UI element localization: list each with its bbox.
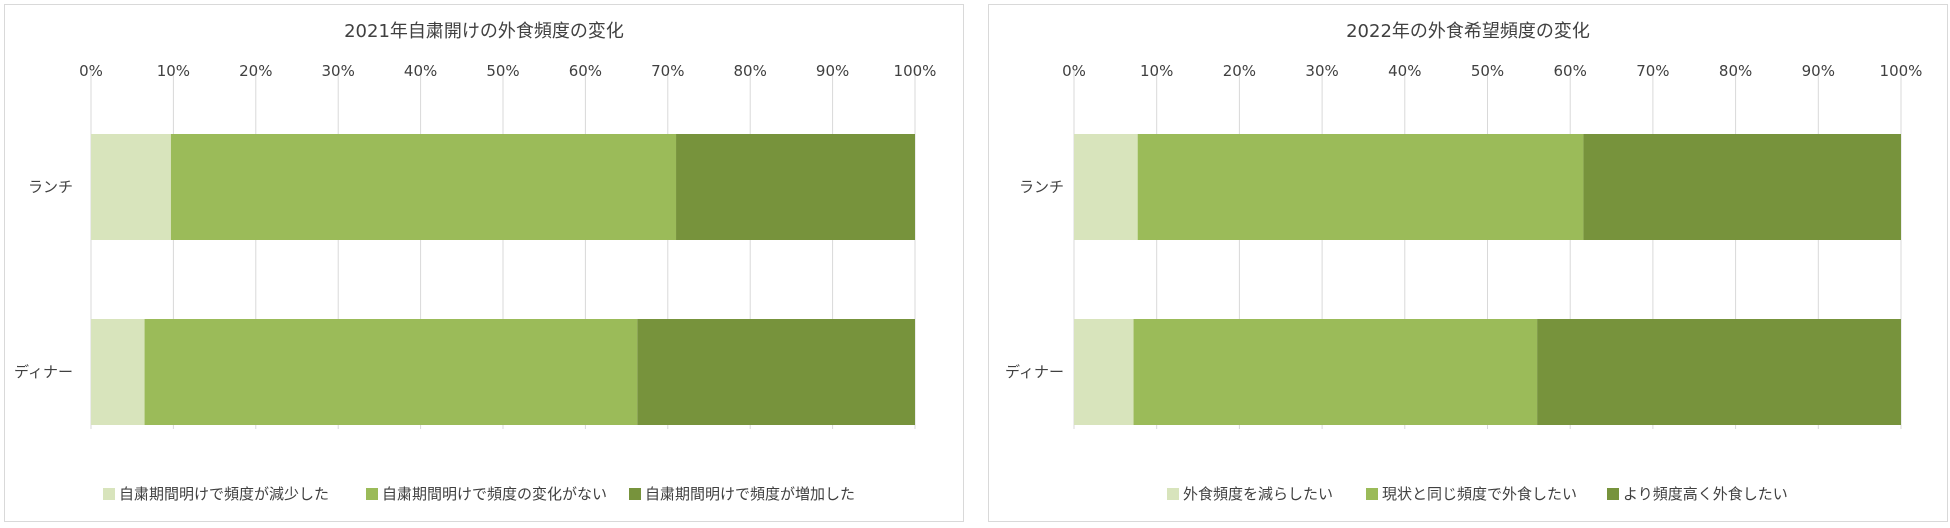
- x-tick-label: 90%: [1802, 62, 1835, 80]
- legend-label: 外食頻度を減らしたい: [1183, 485, 1333, 503]
- bar-segment: [170, 134, 677, 240]
- category-label: ランチ: [1019, 178, 1064, 196]
- x-tick-label: 80%: [734, 62, 767, 80]
- x-tick-label: 100%: [894, 62, 937, 80]
- legend-label: 自粛期間明けで頻度が減少した: [119, 485, 329, 503]
- x-tick-label: 100%: [1880, 62, 1923, 80]
- x-tick-label: 70%: [1636, 62, 1669, 80]
- bar-segment: [91, 319, 145, 425]
- x-tick-label: 0%: [1062, 62, 1086, 80]
- chart-panel-2021: 2021年自粛開けの外食頻度の変化 0% 10% 20% 30% 40% 50% 60% 70%…: [4, 4, 964, 522]
- bar-segment: [1133, 319, 1538, 425]
- x-tick-label: 20%: [239, 62, 272, 80]
- x-tick-label: 10%: [1140, 62, 1173, 80]
- x-tick-label: 0%: [79, 62, 103, 80]
- x-tick-label: 60%: [1554, 62, 1587, 80]
- chart-2021: 2021年自粛開けの外食頻度の変化 0% 10% 20% 30% 40% 50% 60% 70%…: [14, 21, 937, 503]
- x-tick-label: 20%: [1223, 62, 1256, 80]
- x-tick-label: 50%: [1471, 62, 1504, 80]
- legend-swatch: [1167, 488, 1179, 500]
- category-label: ディナー: [1005, 363, 1064, 381]
- category-label: ランチ: [28, 178, 73, 196]
- x-tick-label: 30%: [1305, 62, 1338, 80]
- bar-segment: [676, 134, 915, 240]
- bar-segment: [144, 319, 638, 425]
- legend-swatch: [629, 488, 641, 500]
- legend-swatch: [1366, 488, 1378, 500]
- x-tick-label: 40%: [1388, 62, 1421, 80]
- chart-2022: 2022年の外食希望頻度の変化 0% 10% 20% 30% 40% 50% 60% 70% 80…: [1005, 21, 1923, 503]
- x-tick-label: 80%: [1719, 62, 1752, 80]
- legend-label: より頻度高く外食したい: [1623, 485, 1788, 503]
- legend-label: 自粛期間明けで頻度が増加した: [645, 485, 855, 503]
- chart-title: 2021年自粛開けの外食頻度の変化: [344, 21, 624, 42]
- bar-segment: [1074, 134, 1138, 240]
- x-tick-label: 50%: [486, 62, 519, 80]
- chart-panel-2022: 2022年の外食希望頻度の変化 0% 10% 20% 30% 40% 50% 60% 70% 80…: [988, 4, 1948, 522]
- legend-swatch: [366, 488, 378, 500]
- x-tick-label: 30%: [322, 62, 355, 80]
- bar-segment: [1137, 134, 1584, 240]
- bar-segment: [1074, 319, 1134, 425]
- x-tick-label: 60%: [569, 62, 602, 80]
- legend-swatch: [103, 488, 115, 500]
- bar-segment: [1537, 319, 1901, 425]
- x-tick-label: 40%: [404, 62, 437, 80]
- bar-segment: [637, 319, 915, 425]
- bar-segment: [91, 134, 171, 240]
- x-tick-label: 90%: [816, 62, 849, 80]
- chart-title: 2022年の外食希望頻度の変化: [1346, 21, 1590, 42]
- legend-label: 現状と同じ頻度で外食したい: [1382, 485, 1577, 503]
- x-tick-label: 70%: [651, 62, 684, 80]
- legend-swatch: [1607, 488, 1619, 500]
- x-tick-label: 10%: [157, 62, 190, 80]
- legend-label: 自粛期間明けで頻度の変化がない: [382, 485, 607, 503]
- bar-segment: [1583, 134, 1901, 240]
- category-label: ディナー: [14, 363, 73, 381]
